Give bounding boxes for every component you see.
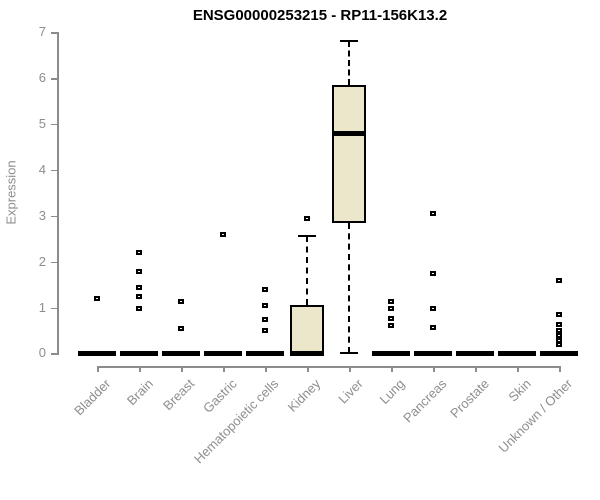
y-tick-label: 7 <box>38 24 46 40</box>
outlier-point <box>262 316 268 322</box>
x-tick-label: Pancreas <box>400 376 450 426</box>
outlier-point <box>304 216 310 221</box>
box-iqr <box>290 305 324 354</box>
x-axis-tick <box>223 366 225 372</box>
outlier-point <box>556 278 562 283</box>
x-axis-tick <box>181 366 183 372</box>
lower-whisker <box>348 222 350 354</box>
outlier-point <box>220 232 226 238</box>
y-tick-label: 4 <box>38 161 46 177</box>
outlier-point <box>388 322 394 328</box>
y-axis-tick <box>51 78 57 80</box>
zero-boxplot-bar <box>246 350 284 356</box>
outlier-point <box>388 298 394 304</box>
upper-whisker-cap <box>340 40 358 43</box>
y-axis-tick <box>51 169 57 172</box>
x-axis-tick <box>265 366 267 372</box>
median-line <box>332 130 366 136</box>
outlier-point <box>136 305 142 311</box>
outlier-point <box>136 294 142 299</box>
x-tick-label: Brain <box>123 376 156 409</box>
x-axis-line <box>97 366 560 368</box>
y-axis-tick <box>51 353 57 355</box>
x-tick-label: Kidney <box>284 376 324 415</box>
x-axis-tick <box>559 366 561 372</box>
outlier-point <box>556 327 562 333</box>
outlier-point <box>136 268 142 274</box>
outlier-point <box>388 305 394 311</box>
x-axis-tick <box>475 366 477 372</box>
outlier-point <box>262 287 268 293</box>
upper-whisker-cap <box>298 235 316 238</box>
outlier-point <box>388 316 394 322</box>
upper-whisker <box>306 236 308 306</box>
x-tick-label: Lung <box>376 376 408 408</box>
zero-boxplot-bar <box>540 350 578 356</box>
outlier-point <box>262 328 268 333</box>
x-axis-tick <box>139 366 141 372</box>
outlier-point <box>430 211 436 217</box>
x-tick-label: Bladder <box>71 376 114 419</box>
outlier-point <box>556 337 562 343</box>
outlier-point <box>178 326 184 332</box>
outlier-point <box>430 324 436 330</box>
outlier-point <box>556 321 562 327</box>
outlier-point <box>556 342 562 348</box>
chart-title: ENSG00000253215 - RP11-156K13.2 <box>192 7 448 24</box>
zero-boxplot-bar <box>498 350 536 356</box>
y-tick-label: 1 <box>38 299 46 315</box>
y-tick-label: 6 <box>38 70 46 85</box>
x-tick-label: Skin <box>505 376 534 405</box>
x-tick-label: Prostate <box>446 376 492 421</box>
zero-boxplot-bar <box>456 350 494 356</box>
y-axis-tick <box>51 215 57 218</box>
x-axis-tick <box>97 366 99 372</box>
x-tick-label: Unknown / Other <box>496 376 576 456</box>
zero-boxplot-bar <box>78 350 116 356</box>
outlier-point <box>136 284 142 290</box>
median-line <box>290 350 324 356</box>
zero-boxplot-bar <box>162 350 200 356</box>
y-tick-label: 5 <box>38 115 46 131</box>
y-axis-tick <box>51 123 57 126</box>
zero-boxplot-bar <box>414 350 452 356</box>
y-tick-label: 2 <box>38 253 46 269</box>
y-tick-label: 0 <box>38 345 46 361</box>
outlier-point <box>94 296 100 302</box>
x-tick-label: Liver <box>335 376 366 407</box>
x-tick-label: Gastric <box>199 376 240 416</box>
zero-boxplot-bar <box>204 350 242 356</box>
x-axis-tick <box>391 366 393 372</box>
box-iqr <box>332 84 366 223</box>
x-axis-tick <box>433 366 435 372</box>
x-axis-tick <box>349 366 351 372</box>
outlier-point <box>556 312 562 318</box>
y-axis-line <box>57 32 59 356</box>
zero-boxplot-bar <box>120 350 158 356</box>
y-axis-tick <box>51 32 57 34</box>
outlier-point <box>430 271 436 277</box>
outlier-point <box>430 305 436 311</box>
upper-whisker <box>348 41 350 85</box>
outlier-point <box>262 303 268 309</box>
outlier-point <box>556 333 562 338</box>
x-axis-tick <box>517 366 519 372</box>
x-tick-label: Breast <box>160 376 198 414</box>
outlier-point <box>136 250 142 256</box>
zero-boxplot-bar <box>372 350 410 356</box>
y-tick-label: 3 <box>38 207 46 223</box>
lower-whisker-cap <box>340 352 358 355</box>
x-axis-tick <box>307 366 309 372</box>
y-axis-tick <box>51 261 57 264</box>
outlier-point <box>178 298 184 304</box>
y-axis-tick <box>51 307 57 309</box>
